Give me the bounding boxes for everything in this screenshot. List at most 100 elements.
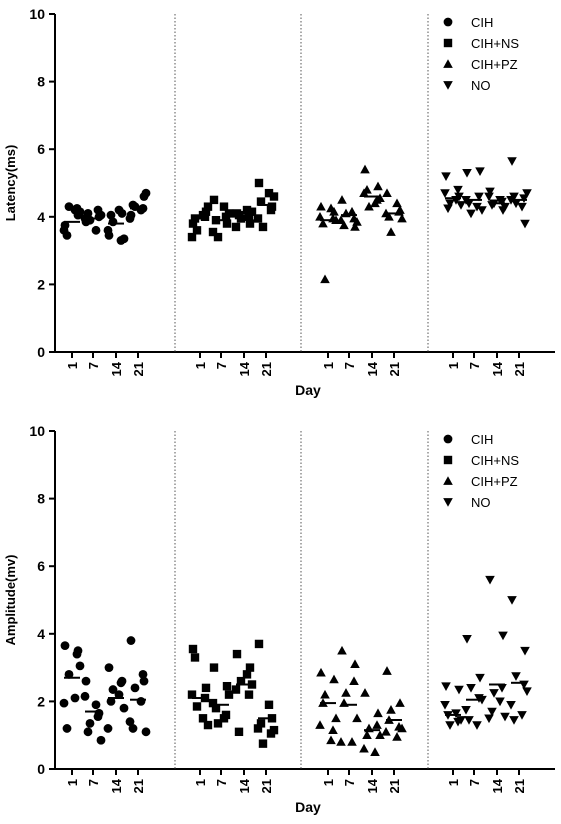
data-point [119, 703, 129, 713]
data-point [461, 706, 471, 715]
data-point [315, 212, 325, 221]
data-point [72, 649, 82, 659]
data-point [188, 644, 198, 654]
data-point [498, 631, 508, 641]
y-tick-label: 0 [37, 344, 45, 360]
data-point [350, 222, 360, 231]
data-point [462, 169, 472, 178]
legend-marker [443, 476, 453, 485]
data-point [245, 219, 255, 228]
x-tick-label: 7 [467, 779, 482, 786]
data-point [384, 212, 394, 221]
x-tick-label: 14 [109, 778, 124, 793]
data-point [188, 219, 198, 228]
data-point [91, 700, 101, 710]
data-point [484, 714, 494, 724]
y-tick-label: 6 [37, 558, 45, 574]
y-tick-label: 6 [37, 141, 45, 157]
x-axis-label: Day [295, 799, 321, 815]
data-point [192, 702, 202, 711]
data-point [362, 184, 372, 194]
x-axis-label: Day [295, 382, 321, 398]
y-tick-label: 10 [29, 423, 45, 439]
legend-label: CIH+PZ [471, 57, 518, 72]
data-point [59, 698, 69, 708]
data-point [81, 676, 91, 686]
data-point [213, 232, 223, 242]
data-point [139, 676, 149, 686]
data-point [326, 735, 336, 745]
data-point [474, 694, 484, 703]
data-point [397, 213, 407, 223]
data-point [116, 678, 126, 688]
data-point [328, 725, 338, 734]
data-point [337, 645, 347, 655]
data-point [350, 659, 360, 669]
data-point [264, 700, 274, 709]
data-point [375, 730, 385, 740]
data-point [114, 205, 124, 215]
data-point [522, 189, 532, 198]
x-tick-label: 1 [65, 779, 80, 786]
x-tick-label: 1 [193, 779, 208, 786]
data-point [462, 635, 472, 644]
y-tick-label: 2 [37, 693, 45, 709]
legend-label: CIH+NS [471, 36, 519, 51]
data-point [106, 210, 116, 220]
data-point [485, 187, 495, 197]
data-point [141, 188, 151, 198]
data-point [83, 727, 93, 737]
data-point [72, 203, 82, 213]
data-point [75, 661, 85, 671]
data-point [517, 202, 527, 212]
data-point [370, 747, 380, 756]
data-point [221, 710, 231, 720]
data-point [500, 712, 510, 722]
data-point [364, 201, 374, 211]
data-point [106, 697, 116, 706]
data-point [441, 172, 451, 182]
data-point [219, 202, 229, 211]
data-point [440, 700, 450, 710]
data-point [201, 683, 211, 693]
data-point [443, 204, 453, 214]
data-point [495, 697, 505, 707]
legend-label: CIH+PZ [471, 474, 518, 489]
data-point [445, 721, 455, 730]
data-point [108, 685, 118, 694]
data-point [232, 649, 242, 659]
data-point [349, 676, 359, 685]
data-point [136, 697, 146, 706]
data-point [224, 690, 234, 699]
data-point [200, 212, 210, 221]
data-point [360, 688, 370, 697]
legend-marker [443, 17, 453, 27]
x-tick-label: 7 [86, 779, 101, 786]
data-point [352, 713, 362, 723]
y-tick-label: 4 [37, 209, 45, 225]
data-point [382, 188, 392, 197]
data-point [320, 274, 330, 284]
legend-marker [443, 38, 453, 48]
data-point [464, 716, 474, 725]
x-tick-label: 21 [131, 362, 146, 376]
data-point [394, 721, 404, 731]
data-point [347, 737, 357, 746]
data-point [511, 672, 521, 681]
data-point [520, 646, 530, 656]
x-tick-label: 1 [446, 362, 461, 369]
data-point [507, 596, 517, 605]
data-point [326, 203, 336, 213]
y-axis-label: Latency(ms) [3, 145, 18, 222]
data-point [349, 213, 359, 223]
data-point [203, 202, 213, 211]
data-point [341, 688, 351, 697]
data-point [522, 687, 532, 697]
legend-marker [443, 434, 453, 444]
data-point [236, 676, 246, 686]
y-tick-label: 4 [37, 626, 45, 642]
data-point [487, 707, 497, 717]
data-point [222, 219, 232, 228]
data-point [362, 730, 372, 740]
data-point [511, 199, 521, 209]
